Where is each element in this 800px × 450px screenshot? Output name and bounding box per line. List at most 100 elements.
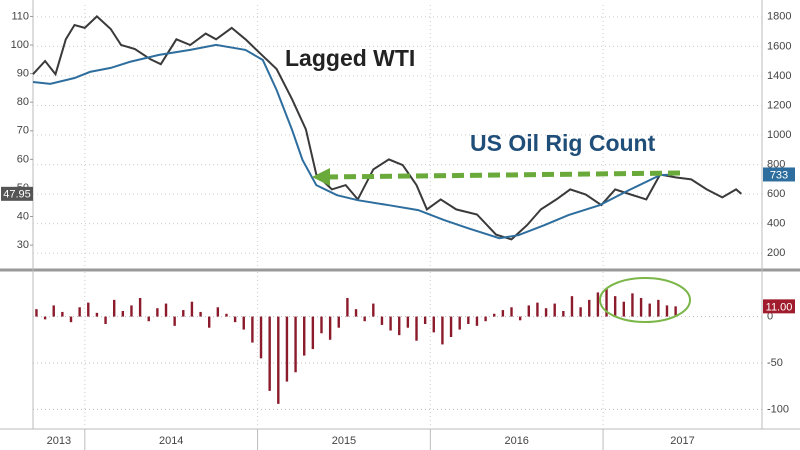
bar	[432, 316, 435, 333]
bar	[285, 316, 289, 382]
y2-tick-label: 1400	[767, 70, 791, 82]
bar	[78, 307, 81, 317]
bar	[147, 316, 150, 322]
bar	[527, 305, 530, 317]
bar	[518, 316, 522, 321]
bar	[277, 316, 280, 404]
bar	[52, 305, 55, 317]
y2-tick-label: 200	[767, 247, 785, 259]
value-tag: 11.00	[766, 301, 793, 313]
bar	[674, 306, 677, 317]
dashed-arrow	[324, 170, 681, 180]
bar	[622, 301, 626, 317]
bar	[406, 316, 410, 328]
bar	[268, 316, 271, 391]
bar	[536, 302, 539, 317]
bar	[441, 316, 444, 345]
bar	[493, 313, 496, 317]
bar	[61, 311, 64, 317]
bar	[320, 316, 323, 334]
bar	[631, 293, 634, 317]
bar	[173, 316, 176, 326]
bar	[156, 308, 159, 317]
y-tick-label: 80	[17, 96, 29, 108]
bar	[303, 316, 306, 356]
bar	[328, 316, 332, 340]
bar	[415, 316, 418, 341]
value-tag-box	[1, 186, 33, 201]
bar	[648, 303, 651, 317]
x-tick-label: 2013	[47, 435, 71, 447]
bar	[423, 316, 427, 324]
y-tick-label: 40	[17, 210, 29, 222]
bar	[35, 309, 38, 317]
y-tick-label: 110	[11, 10, 29, 22]
bar	[164, 303, 168, 317]
bar	[130, 305, 133, 317]
y2-tick-label: 1600	[767, 40, 791, 52]
y2-tick-label: 600	[767, 188, 785, 200]
y-tick-label: -100	[767, 403, 789, 415]
bar	[613, 296, 617, 317]
bar	[225, 313, 228, 317]
bar	[251, 316, 254, 343]
value-tag-box	[763, 299, 795, 314]
highlight-ellipse	[599, 277, 691, 323]
bar	[484, 316, 487, 322]
y2-tick-label: 1000	[767, 129, 791, 141]
bar	[596, 292, 600, 317]
bar	[501, 310, 505, 317]
annotation: US Oil Rig Count	[470, 130, 656, 156]
bar	[475, 316, 479, 326]
value-tag: 47.95	[3, 189, 31, 201]
y2-tick-label: 400	[767, 218, 785, 230]
bar	[588, 299, 591, 317]
x-tick-label: 2015	[332, 435, 356, 447]
bar	[199, 311, 202, 317]
y-tick-label: -50	[767, 357, 783, 369]
x-tick-label: 2014	[159, 435, 183, 447]
bar	[190, 301, 194, 317]
bar	[354, 309, 358, 317]
bar	[398, 316, 401, 336]
bar	[337, 316, 340, 328]
bar	[553, 303, 556, 317]
bar	[43, 316, 47, 320]
bar	[665, 305, 669, 317]
bar	[346, 298, 349, 317]
bar	[294, 316, 297, 373]
bar	[570, 296, 574, 317]
bar	[467, 316, 470, 324]
bar	[380, 316, 384, 325]
value-tag: 733	[770, 169, 788, 181]
x-tick-label: 2016	[504, 435, 528, 447]
tags: 47.95 733 11.00	[1, 167, 795, 314]
bar	[138, 298, 142, 317]
bar	[389, 316, 392, 331]
bar	[121, 311, 125, 317]
line	[32, 15, 742, 241]
bar	[216, 307, 220, 317]
y-tick-label: 30	[17, 239, 29, 251]
bar	[87, 302, 90, 317]
bar	[372, 303, 375, 317]
bar	[639, 298, 643, 317]
bar	[657, 299, 660, 317]
y-tick-label: 100	[11, 39, 29, 51]
bar	[259, 316, 263, 359]
bar	[95, 312, 99, 317]
bar	[544, 308, 548, 317]
y-tick-label: 70	[17, 125, 29, 137]
line	[32, 43, 676, 240]
y-tick-label: 0	[767, 310, 773, 322]
bar	[449, 316, 453, 337]
bar	[562, 311, 565, 317]
arrow-head	[312, 168, 330, 186]
marks	[32, 15, 742, 404]
y-tick-label: 60	[17, 153, 29, 165]
bar	[69, 316, 73, 323]
bar	[363, 316, 366, 322]
y2-tick-label: 1200	[767, 99, 791, 111]
bar	[112, 299, 116, 317]
